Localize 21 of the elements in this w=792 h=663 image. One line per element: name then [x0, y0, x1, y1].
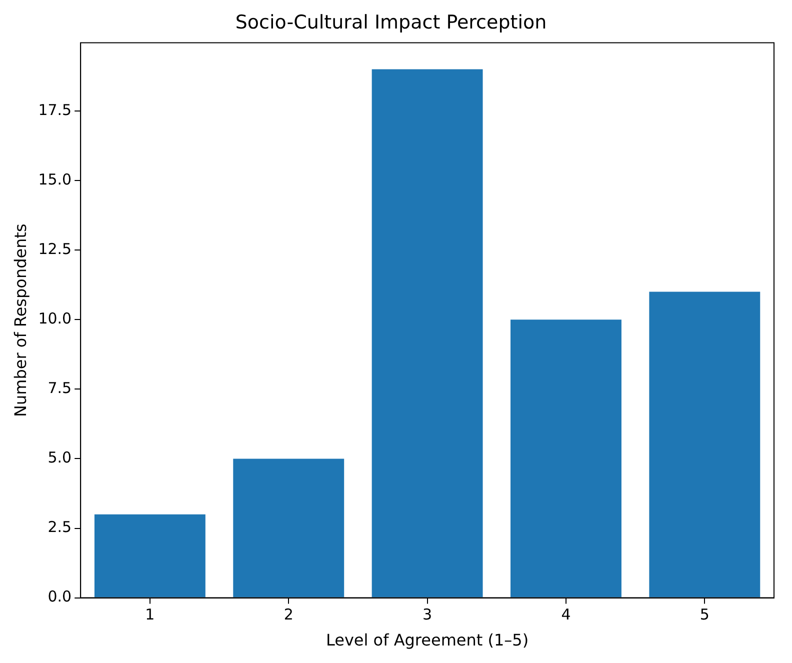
y-tick-label: 7.5 — [48, 379, 72, 398]
y-tick-label: 17.5 — [38, 100, 72, 119]
bar — [649, 292, 760, 598]
x-tick-label: 3 — [422, 606, 432, 624]
x-tick-label: 2 — [284, 606, 294, 624]
bar — [510, 320, 622, 598]
x-tick-label: 1 — [145, 606, 155, 624]
y-axis-title: Number of Respondents — [10, 224, 30, 417]
bar — [233, 458, 344, 598]
y-tick-label: 15.0 — [38, 170, 72, 188]
y-tick-label: 10.0 — [38, 309, 72, 328]
x-tick-label: 4 — [561, 606, 571, 624]
bar — [94, 514, 206, 598]
x-axis-title: Level of Agreement (1–5) — [326, 630, 529, 650]
y-tick-label: 12.5 — [38, 240, 72, 258]
x-tick-label: 5 — [700, 606, 710, 624]
chart-title: Socio-Cultural Impact Perception — [235, 11, 547, 34]
y-tick-label: 0.0 — [48, 588, 72, 606]
y-tick-label: 2.5 — [48, 518, 72, 536]
y-tick-label: 5.0 — [48, 448, 72, 467]
bar — [372, 69, 483, 598]
